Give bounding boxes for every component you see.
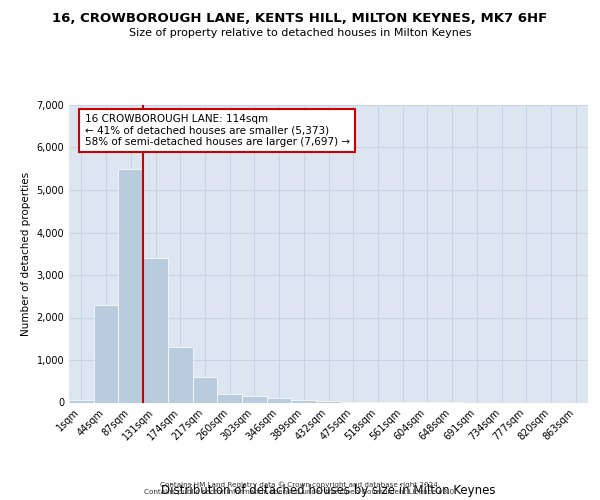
- Text: 16, CROWBOROUGH LANE, KENTS HILL, MILTON KEYNES, MK7 6HF: 16, CROWBOROUGH LANE, KENTS HILL, MILTON…: [52, 12, 548, 26]
- Bar: [217, 394, 242, 402]
- Bar: [193, 377, 217, 402]
- Bar: [267, 398, 292, 402]
- Bar: [242, 396, 267, 402]
- Bar: [316, 401, 341, 402]
- Bar: [143, 258, 168, 402]
- Bar: [168, 347, 193, 403]
- Bar: [292, 400, 316, 402]
- Text: Contains HM Land Registry data © Crown copyright and database right 2024.
Contai: Contains HM Land Registry data © Crown c…: [144, 482, 456, 495]
- X-axis label: Distribution of detached houses by size in Milton Keynes: Distribution of detached houses by size …: [161, 484, 496, 497]
- Text: Size of property relative to detached houses in Milton Keynes: Size of property relative to detached ho…: [129, 28, 471, 38]
- Y-axis label: Number of detached properties: Number of detached properties: [21, 172, 31, 336]
- Text: 16 CROWBOROUGH LANE: 114sqm
← 41% of detached houses are smaller (5,373)
58% of : 16 CROWBOROUGH LANE: 114sqm ← 41% of det…: [85, 114, 350, 147]
- Bar: [94, 304, 118, 402]
- Bar: [69, 400, 94, 402]
- Bar: [118, 169, 143, 402]
